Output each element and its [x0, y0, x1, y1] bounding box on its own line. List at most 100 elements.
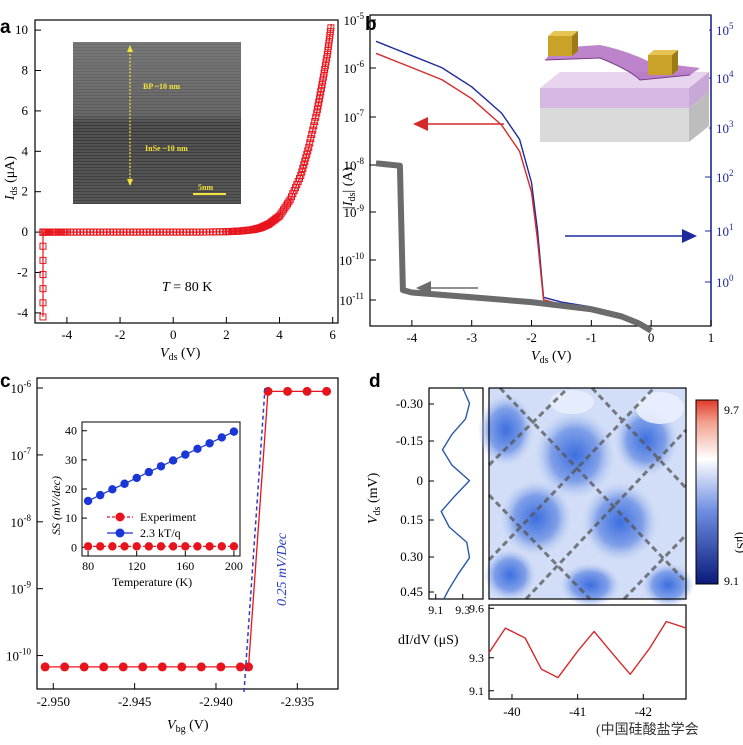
- a-point: [39, 271, 47, 279]
- a-point: [311, 118, 319, 126]
- b-xtick-label-5: 1: [708, 330, 715, 345]
- arrow-red: [413, 117, 504, 131]
- inset-point-1: [108, 485, 117, 494]
- inset-point-1: [156, 462, 166, 471]
- arrow-blue: [565, 229, 697, 243]
- inset-point-0: [168, 542, 178, 551]
- a-xtick-label-0: -4: [61, 327, 72, 342]
- panel-label-d: d: [369, 371, 381, 392]
- a-point: [317, 88, 325, 96]
- inset-xtick-label-1: 120: [128, 559, 146, 573]
- c-point: [322, 386, 332, 396]
- inset-point-1: [120, 479, 129, 488]
- a-point: [316, 91, 324, 99]
- colorbar-label: (μS): [734, 532, 743, 553]
- inset-ytick-label-4: 40: [65, 424, 77, 438]
- arrow-gray: [416, 281, 478, 295]
- d-ytick-label-4: 0.30: [400, 549, 423, 564]
- a-xtick-label-1: -2: [115, 327, 126, 342]
- panel-c-xlabel: Vbg (V): [167, 718, 209, 735]
- a-point: [325, 35, 333, 43]
- inset-point-0: [193, 542, 202, 551]
- a-point: [317, 84, 325, 92]
- heatmap: [478, 386, 694, 607]
- inset-point-0: [83, 542, 93, 551]
- c-series-line: [45, 390, 327, 668]
- a-ytick-label-1: -2: [17, 265, 28, 280]
- b-xtick-label-4: 0: [648, 330, 655, 345]
- a-point: [39, 256, 47, 264]
- a-point: [323, 54, 331, 62]
- inset-point-0: [156, 542, 166, 551]
- panel-d-ylabel: Vds (mV): [366, 472, 383, 524]
- inset-point-0: [217, 542, 226, 551]
- c-point: [302, 386, 312, 396]
- b-ytick-label-5: 10-10: [339, 251, 364, 268]
- d-left-xtick-label-0: 9.1: [428, 603, 443, 617]
- b-ytick-label-2: 10-7: [344, 108, 365, 125]
- scale-bar-label: 5nm: [198, 183, 213, 192]
- c-xtick-label-2: -2.940: [199, 694, 233, 709]
- b-xtick-label-3: -1: [586, 330, 597, 345]
- a-point: [320, 69, 328, 77]
- a-point: [327, 24, 335, 32]
- c-xtick-label-0: -2.950: [36, 694, 70, 709]
- c-point: [283, 386, 293, 396]
- inset-point-1: [217, 433, 226, 442]
- a-point: [298, 168, 306, 176]
- c-point: [40, 662, 50, 672]
- heatmap-frame: [488, 387, 687, 600]
- a-point: [301, 157, 309, 165]
- inset-xtick-label-0: 80: [82, 559, 94, 573]
- inset-point-1: [168, 456, 178, 465]
- panel-d-bottom-ylabel: dI/dV (μS): [398, 633, 459, 648]
- panel-c-annotation: 0.25 mV/Dec: [275, 532, 290, 606]
- d-bottom-xtick-label-1: -41: [569, 704, 586, 719]
- b-ytick-label-4: 10-9: [344, 203, 365, 220]
- a-point: [39, 313, 47, 321]
- c-point: [196, 662, 206, 672]
- b-xtick-label-2: -2: [526, 330, 537, 345]
- inset-xlabel: Temperature (K): [112, 575, 192, 589]
- a-point: [324, 47, 332, 55]
- inset-point-1: [96, 490, 105, 500]
- a-point: [312, 113, 320, 121]
- a-ytick-label-0: -4: [17, 305, 28, 320]
- a-xtick-label-5: 6: [329, 327, 336, 342]
- inset-point-0: [205, 542, 214, 551]
- b-ytick-right-label-4: 101: [716, 222, 734, 239]
- c-ytick-label-0: 10-6: [11, 379, 32, 396]
- inset-label-inse: InSe ~10 nm: [145, 144, 188, 153]
- inset-point-1: [83, 496, 93, 506]
- d-left-xtick-label-1: 9.3: [455, 603, 470, 617]
- b-ytick-right-label-3: 102: [716, 168, 734, 185]
- b-ytick-right-label-2: 103: [716, 119, 734, 136]
- inset-point-0: [132, 542, 141, 551]
- panel-c-chart: -2.950 -2.945 -2.940 -2.935 10-6 10-7 10-8 10-9…: [6, 377, 339, 735]
- a-point: [305, 143, 313, 151]
- a-xtick-label-4: 4: [276, 327, 283, 342]
- a-point: [326, 28, 334, 36]
- d-left-profile: [440, 387, 471, 600]
- panel-b-chart: -4 -3 -2 -1 0 1 10-5 10-6 10-7 10-8 10-9 10-10 10-11…: [339, 11, 734, 366]
- device-schematic-inset: [533, 20, 709, 146]
- inset-point-1: [229, 427, 239, 436]
- a-point: [310, 122, 318, 130]
- a-point: [297, 172, 305, 180]
- c-point: [79, 662, 89, 672]
- d-bottom-profile: [488, 620, 687, 679]
- a-point: [309, 126, 317, 134]
- inset-ytick-label-0: 0: [71, 540, 77, 554]
- d-ytick-label-0: -0.30: [396, 396, 423, 411]
- panel-label-a: a: [0, 17, 11, 38]
- panel-label-c: c: [0, 371, 11, 392]
- d-bottom-xtick-label-0: -40: [503, 704, 520, 719]
- d-bottom-ytick-label-0: 9.1: [469, 684, 484, 698]
- a-point: [319, 77, 327, 85]
- panel-c-fit-line: [243, 387, 266, 693]
- inset-point-0: [108, 542, 117, 551]
- a-ytick-label-4: 4: [22, 143, 29, 158]
- panel-c-inset: Temperature (K) SS (mV/dec) Experiment 2…: [49, 415, 243, 592]
- b-ytick-label-1: 10-6: [344, 59, 365, 76]
